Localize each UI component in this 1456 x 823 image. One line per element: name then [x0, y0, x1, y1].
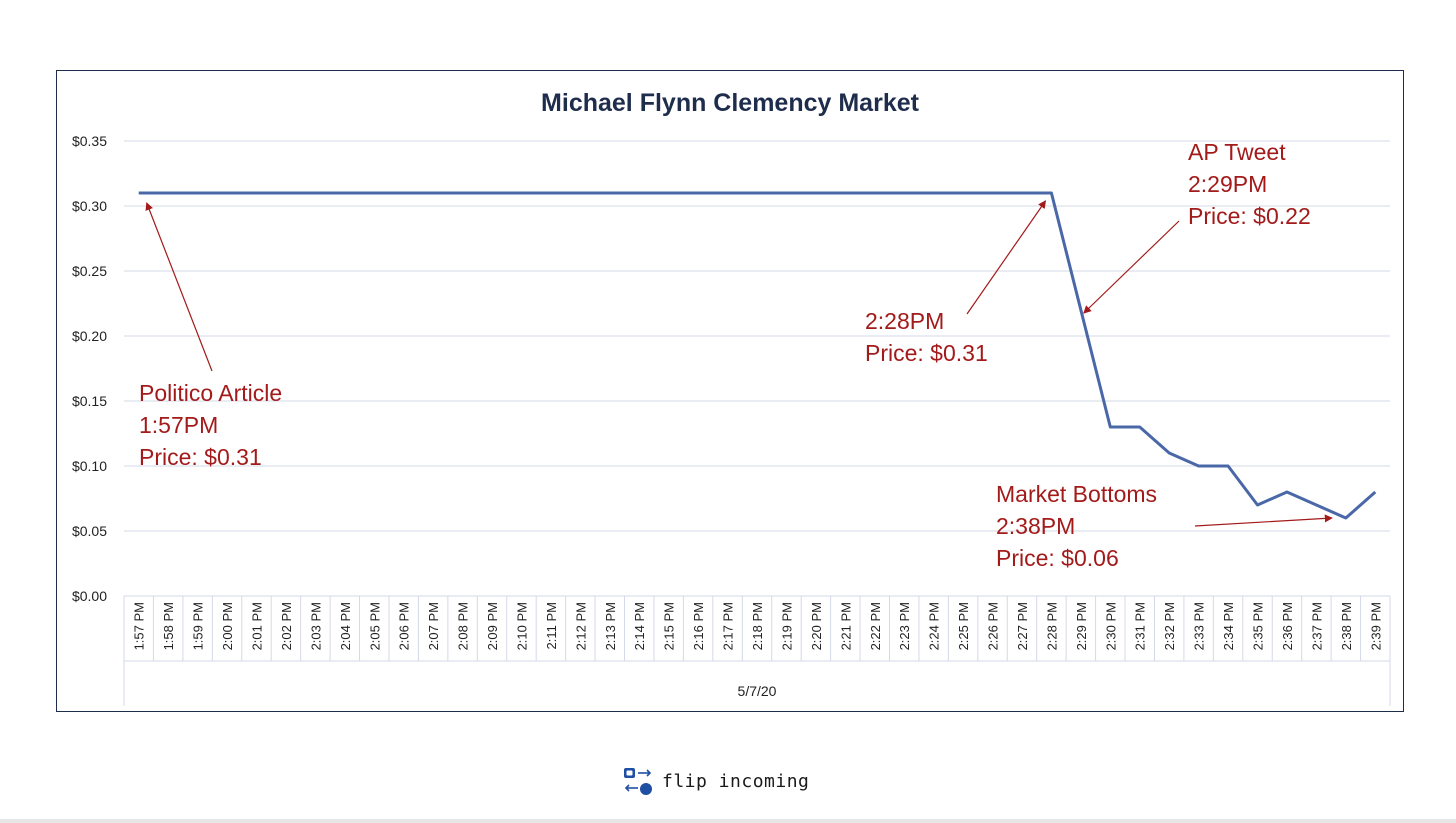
x-tick-label: 1:58 PM [161, 602, 176, 650]
annotations: Politico Article 1:57PM Price: $0.31 2:28PM… [139, 139, 1333, 571]
y-tick-label: $0.05 [72, 523, 107, 539]
y-tick-label: $0.35 [72, 133, 107, 149]
x-tick-label: 2:14 PM [632, 602, 647, 650]
x-tick-label: 2:26 PM [986, 602, 1001, 650]
price-line-chart: Michael Flynn Clemency Market $0.00 $0.05… [72, 89, 1391, 706]
x-tick-label: 2:38 PM [1339, 602, 1354, 650]
annotation-label: Price: $0.22 [1188, 203, 1311, 229]
x-tick-label: 2:24 PM [927, 602, 942, 650]
x-tick-label: 2:10 PM [514, 602, 529, 650]
x-axis-label: 5/7/20 [738, 683, 777, 699]
x-tick-label: 2:21 PM [838, 602, 853, 650]
x-tick-label: 2:33 PM [1192, 602, 1207, 650]
annotation-label: 2:29PM [1188, 171, 1267, 197]
x-tick-label: 2:18 PM [750, 602, 765, 650]
page-bottom-rule [0, 819, 1456, 823]
annotation-arrow [966, 200, 1046, 315]
brand: flip incoming [622, 764, 809, 798]
grid-lines [123, 140, 1391, 706]
x-tick-label: 2:12 PM [573, 602, 588, 650]
x-tick-label: 2:17 PM [721, 602, 736, 650]
x-tick-label: 2:28 PM [1044, 602, 1059, 650]
annotation-label: 1:57PM [139, 412, 218, 438]
x-tick-label: 2:25 PM [956, 602, 971, 650]
y-tick-label: $0.25 [72, 263, 107, 279]
x-tick-label: 2:01 PM [249, 602, 264, 650]
x-tick-label: 1:57 PM [132, 602, 147, 650]
x-tick-label: 2:35 PM [1251, 602, 1266, 650]
annotation-label: Politico Article [139, 380, 282, 406]
x-tick-label: 2:29 PM [1074, 602, 1089, 650]
flip-incoming-logo-icon [624, 768, 652, 795]
y-tick-label: $0.30 [72, 198, 107, 214]
annotation-label: AP Tweet [1188, 139, 1286, 165]
x-tick-label: 2:37 PM [1309, 602, 1324, 650]
x-tick-label: 2:16 PM [691, 602, 706, 650]
annotation-arrow [145, 202, 213, 372]
x-tick-label: 2:13 PM [603, 602, 618, 650]
y-tick-label: $0.20 [72, 328, 107, 344]
x-tick-label: 2:23 PM [897, 602, 912, 650]
annotation-label: Price: $0.31 [139, 444, 262, 470]
series-layer [138, 191, 1377, 520]
x-tick-label: 2:31 PM [1133, 602, 1148, 650]
annotation-label: Price: $0.31 [865, 340, 988, 366]
x-tick-label: 2:22 PM [868, 602, 883, 650]
x-tick-label: 2:03 PM [308, 602, 323, 650]
annotation-label: Market Bottoms [996, 481, 1157, 507]
brand-name: flip incoming [662, 770, 810, 792]
x-tick-label: 2:30 PM [1103, 602, 1118, 650]
y-axis-ticks: $0.00 $0.05 $0.10 $0.15 $0.20 $0.25 $0.30 $0.35 [72, 133, 107, 604]
x-tick-label: 2:00 PM [220, 602, 235, 650]
x-tick-label: 2:08 PM [456, 602, 471, 650]
x-tick-label: 2:06 PM [397, 602, 412, 650]
price-series-line [138, 191, 1377, 520]
annotation-arrow [1194, 514, 1333, 527]
x-tick-label: 2:19 PM [779, 602, 794, 650]
x-tick-label: 2:27 PM [1015, 602, 1030, 650]
chart-title: Michael Flynn Clemency Market [541, 89, 920, 117]
x-tick-label: 2:20 PM [809, 602, 824, 650]
annotation-label: 2:28PM [865, 308, 944, 334]
x-tick-label: 2:05 PM [367, 602, 382, 650]
x-tick-label: 2:32 PM [1162, 602, 1177, 650]
x-tick-label: 2:36 PM [1280, 602, 1295, 650]
x-axis-ticks: 1:57 PM 1:58 PM 1:59 PM 2:00 PM 2:01 PM 2:02 … [132, 596, 1383, 661]
x-tick-label: 2:04 PM [338, 602, 353, 650]
annotation-label: Price: $0.06 [996, 545, 1119, 571]
annotation-label: 2:38PM [996, 513, 1075, 539]
y-tick-label: $0.10 [72, 458, 107, 474]
annotation-arrow [1083, 220, 1180, 314]
y-tick-label: $0.00 [72, 588, 107, 604]
x-tick-label: 2:34 PM [1221, 602, 1236, 650]
x-tick-label: 2:11 PM [544, 602, 559, 649]
x-tick-label: 2:09 PM [485, 602, 500, 650]
x-tick-label: 1:59 PM [191, 602, 206, 650]
x-tick-label: 2:39 PM [1368, 602, 1383, 650]
chart-frame: Michael Flynn Clemency Market $0.00 $0.05… [56, 70, 1404, 712]
x-tick-label: 2:15 PM [662, 602, 677, 650]
x-tick-label: 2:07 PM [426, 602, 441, 650]
y-tick-label: $0.15 [72, 393, 107, 409]
x-tick-label: 2:02 PM [279, 602, 294, 650]
